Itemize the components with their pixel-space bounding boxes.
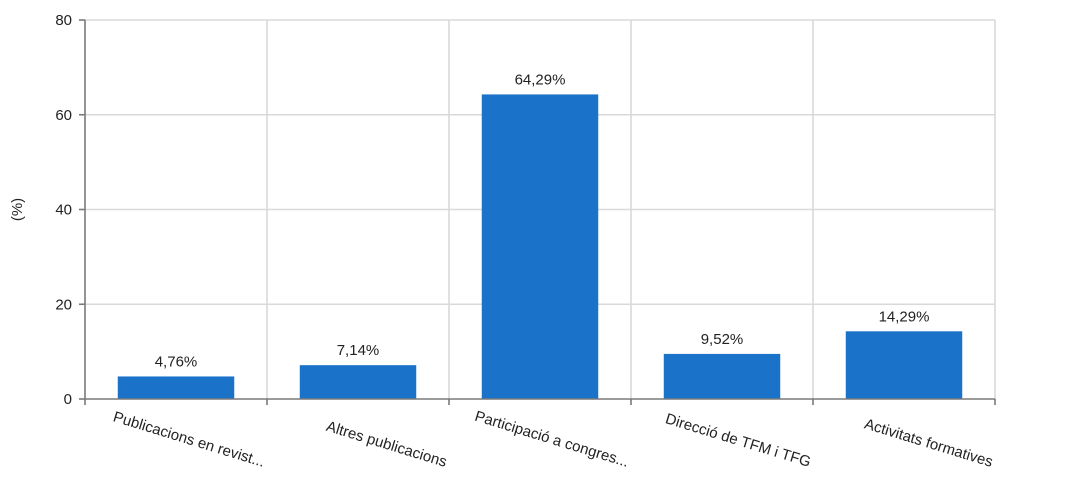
- y-axis-title: (%): [9, 198, 26, 221]
- y-tick-label: 60: [55, 107, 72, 124]
- x-category-label: Activitats formatives: [862, 416, 995, 471]
- x-category-label: Participació a congres...: [473, 408, 631, 471]
- x-category-label: Publicacions en revist...: [111, 408, 267, 470]
- y-tick-label: 20: [55, 296, 72, 313]
- bar-value-label: 7,14%: [337, 342, 380, 359]
- y-tick-label: 0: [64, 391, 72, 408]
- bar: [481, 94, 599, 400]
- bars-layer: [117, 94, 963, 400]
- bar-value-label: 9,52%: [701, 331, 744, 348]
- y-tick-label: 40: [55, 202, 72, 219]
- axis-layer: [79, 19, 996, 405]
- bar-value-label: 64,29%: [515, 71, 566, 88]
- bar-value-label: 14,29%: [879, 308, 930, 325]
- bar-value-label: 4,76%: [155, 353, 198, 370]
- x-category-label: Altres publicacions: [324, 418, 449, 471]
- bar: [845, 331, 963, 399]
- bar: [117, 376, 235, 399]
- y-tick-label: 80: [55, 12, 72, 29]
- x-category-label: Direcció de TFM i TFG: [663, 410, 813, 470]
- bar: [663, 353, 781, 399]
- bar: [299, 365, 417, 399]
